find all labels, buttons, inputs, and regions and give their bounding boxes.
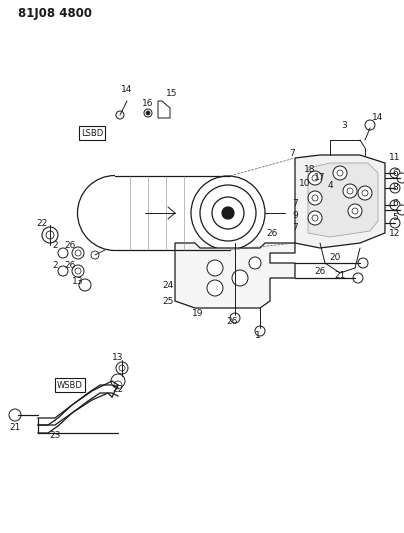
Text: 7: 7 [289,149,295,157]
Circle shape [116,362,128,374]
Circle shape [75,250,81,256]
Text: 26: 26 [266,229,278,238]
Text: 18: 18 [304,166,316,174]
Circle shape [46,231,54,239]
Circle shape [116,111,124,119]
Circle shape [191,176,265,250]
Polygon shape [295,155,385,248]
Circle shape [200,185,256,241]
Circle shape [352,208,358,214]
Text: 1: 1 [255,330,261,340]
Text: 3: 3 [341,122,347,131]
Text: 7: 7 [292,198,298,207]
Circle shape [308,191,322,205]
Text: 22: 22 [112,385,124,394]
Circle shape [390,200,400,210]
Text: 24: 24 [162,280,174,289]
Text: 21: 21 [9,424,21,432]
Text: 26: 26 [64,261,76,270]
Text: 7: 7 [292,223,298,232]
Circle shape [114,381,122,389]
Circle shape [365,120,375,130]
Circle shape [144,109,152,117]
Circle shape [79,279,91,291]
Circle shape [230,313,240,323]
Text: 15: 15 [166,88,178,98]
Circle shape [353,273,363,283]
Text: 6: 6 [392,198,398,207]
Circle shape [146,111,150,115]
Circle shape [75,268,81,274]
Text: 26: 26 [314,266,326,276]
Text: 20: 20 [329,254,341,262]
Text: 9: 9 [292,212,298,221]
Text: 10: 10 [299,179,311,188]
Text: 2: 2 [52,240,58,249]
Text: WSBD: WSBD [57,381,83,390]
Text: 81J08 4800: 81J08 4800 [18,6,92,20]
Circle shape [207,260,223,276]
Text: 26: 26 [226,317,238,326]
Circle shape [312,195,318,201]
Circle shape [343,184,357,198]
Circle shape [397,205,404,215]
Text: 2: 2 [52,261,58,270]
Text: 8: 8 [392,183,398,192]
Circle shape [347,188,353,194]
Text: 25: 25 [162,296,174,305]
Circle shape [58,266,68,276]
Circle shape [222,207,234,219]
Circle shape [308,171,322,185]
Text: 21: 21 [335,271,346,279]
Text: 17: 17 [314,174,326,182]
Circle shape [255,326,265,336]
Text: 13: 13 [72,277,84,286]
Circle shape [362,190,368,196]
Circle shape [358,186,372,200]
Circle shape [72,247,84,259]
Circle shape [308,211,322,225]
Circle shape [333,166,347,180]
Text: 22: 22 [36,219,48,228]
Circle shape [390,183,400,193]
Circle shape [207,280,223,296]
Polygon shape [308,163,378,237]
Text: 4: 4 [327,182,333,190]
Circle shape [212,197,244,229]
Circle shape [72,265,84,277]
Circle shape [390,218,400,228]
Text: 26: 26 [64,240,76,249]
Circle shape [337,170,343,176]
Circle shape [390,168,400,178]
Circle shape [312,215,318,221]
Polygon shape [175,243,295,308]
Text: 14: 14 [372,114,384,123]
Circle shape [91,251,99,259]
Text: 19: 19 [192,309,204,318]
Circle shape [111,374,125,388]
Circle shape [9,409,21,421]
Text: 16: 16 [142,99,154,108]
Circle shape [312,175,318,181]
Text: 14: 14 [121,85,133,94]
Circle shape [42,227,58,243]
Text: 12: 12 [389,229,401,238]
Text: 5: 5 [392,214,398,222]
Circle shape [249,257,261,269]
Text: 6: 6 [392,168,398,177]
Text: 11: 11 [389,154,401,163]
Circle shape [58,248,68,258]
Circle shape [397,173,404,183]
Circle shape [348,204,362,218]
Circle shape [358,258,368,268]
Circle shape [119,365,125,371]
Text: LSBD: LSBD [81,128,103,138]
Text: 13: 13 [112,353,124,362]
Circle shape [232,270,248,286]
Text: 23: 23 [49,431,61,440]
Polygon shape [158,101,170,118]
